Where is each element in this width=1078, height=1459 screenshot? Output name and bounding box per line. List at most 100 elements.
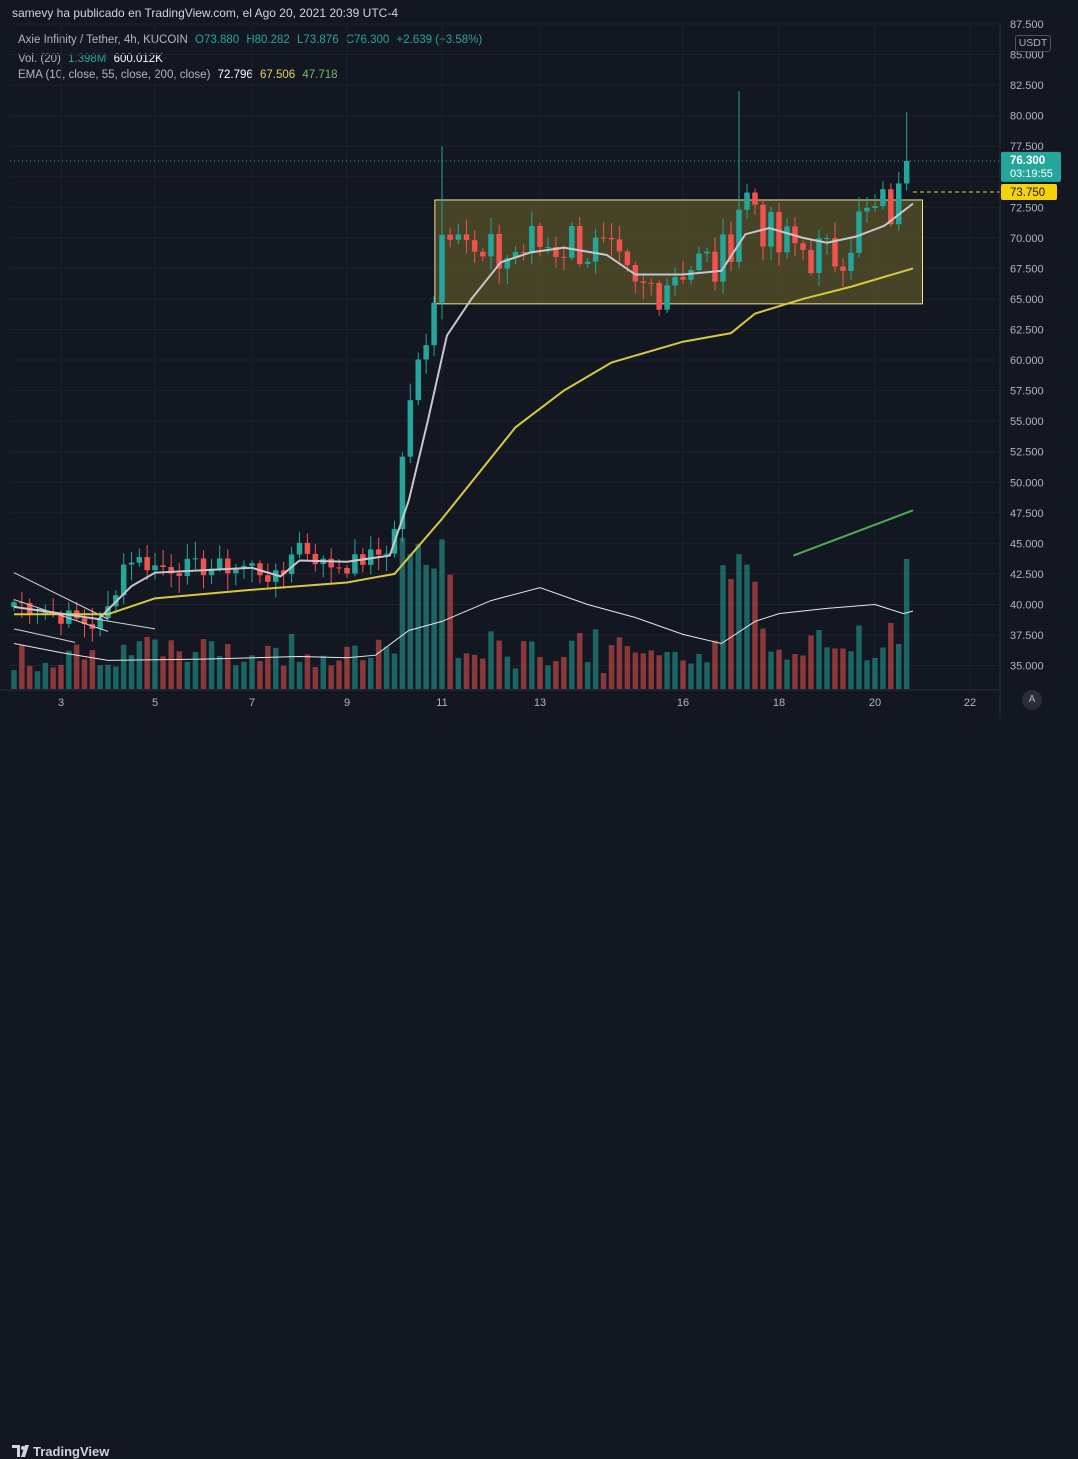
candle-body: [136, 557, 143, 563]
volume-bar: [120, 644, 127, 689]
volume-bar: [504, 656, 511, 689]
volume-bar: [512, 668, 519, 689]
candle-body: [696, 253, 702, 271]
volume-bar: [265, 645, 271, 689]
candle-body: [561, 256, 567, 258]
volume-bar: [249, 655, 255, 689]
last-price-badge: [1001, 151, 1061, 182]
volume-bar: [58, 664, 64, 689]
y-tick-label: 82.500: [1010, 80, 1044, 92]
candle-body: [352, 554, 358, 574]
volume-bar: [168, 640, 174, 689]
volume-bar: [752, 581, 758, 689]
volume-bar: [808, 635, 814, 689]
candle-body: [11, 602, 17, 608]
volume-bar: [640, 653, 647, 689]
candle-body: [872, 206, 878, 208]
candle-body: [903, 160, 910, 184]
tradingview-logo-icon: [12, 1445, 29, 1457]
symbol-legend[interactable]: Axie Infinity / Tether, 4h, KUCOIN O73.8…: [18, 34, 486, 46]
candle-body: [66, 610, 72, 624]
candle-body: [273, 570, 279, 582]
volume-bar: [720, 565, 726, 689]
candle-body: [553, 246, 559, 257]
candle-body: [776, 211, 782, 253]
candle-body: [537, 225, 543, 247]
candle-body: [160, 565, 166, 568]
volume-bar: [848, 651, 854, 689]
tradingview-logo[interactable]: TradingView: [12, 1444, 109, 1459]
candle-body: [42, 612, 49, 614]
volume-bar: [81, 659, 88, 689]
candle-body: [808, 249, 814, 273]
volume-bar: [592, 629, 599, 689]
volume-bar: [241, 661, 247, 689]
candle-body: [58, 613, 64, 624]
volume-bar: [34, 671, 41, 689]
footer: TradingView: [0, 720, 1078, 1459]
candle-body: [832, 238, 838, 267]
volume-bar: [439, 539, 445, 689]
volume-bar: [176, 651, 182, 689]
volume-bar: [872, 657, 878, 689]
volume-bar: [208, 641, 215, 689]
volume-bar: [42, 662, 49, 689]
volume-bar: [728, 579, 734, 689]
candle-body: [415, 359, 421, 401]
candle-body: [608, 237, 615, 240]
volume-bar: [192, 651, 199, 689]
x-tick-label: 16: [677, 697, 689, 709]
candle-body: [888, 189, 894, 225]
volume-bar: [480, 658, 486, 689]
ema-label[interactable]: EMA (10, close, 55, close, 200, close): [18, 69, 211, 81]
volume-bar: [632, 652, 639, 689]
candle-body: [368, 549, 374, 565]
countdown-label: 03:19:55: [1010, 168, 1053, 180]
symbol-title[interactable]: Axie Infinity / Tether, 4h, KUCOIN: [18, 34, 188, 46]
candle-body: [624, 251, 631, 265]
candle-body: [512, 252, 519, 259]
volume-bar: [520, 641, 527, 689]
ema-legend[interactable]: EMA (10, close, 55, close, 200, close) 7…: [18, 69, 342, 81]
volume-ma-value: 600.012K: [113, 53, 163, 65]
volume-bar: [600, 673, 607, 689]
price-chart[interactable]: 35.000 37.500 40.000 42.500 45.000 47.500 50.0…: [0, 0, 1078, 750]
grid: [10, 23, 1000, 690]
volume-bar: [496, 640, 502, 689]
candle-body: [447, 234, 453, 240]
volume-bar: [648, 650, 654, 689]
candle-body: [896, 183, 902, 225]
volume-bar: [832, 648, 838, 689]
x-tick-label: 13: [534, 697, 546, 709]
y-tick-label: 80.000: [1010, 111, 1044, 123]
volume-bar: [105, 664, 111, 689]
volume-bar: [760, 628, 766, 689]
currency-selector[interactable]: USDT: [1015, 35, 1051, 52]
volume-bar: [273, 647, 279, 689]
candle-body: [304, 542, 311, 554]
volume-bar: [569, 640, 575, 689]
last-price-label: 76.300: [1010, 155, 1045, 167]
volume-bar: [463, 653, 470, 689]
x-tick-label: 5: [152, 697, 158, 709]
candle-body: [471, 240, 478, 252]
volume-bar: [257, 661, 263, 689]
y-tick-label: 50.000: [1010, 477, 1044, 489]
volume-bar: [576, 633, 583, 689]
volume-bar: [903, 559, 910, 689]
volume-bar: [712, 640, 718, 689]
candle-body: [664, 285, 670, 310]
candle-body: [800, 243, 806, 250]
volume-bar: [113, 666, 119, 689]
auto-scale-button[interactable]: A: [1022, 690, 1042, 710]
volume-label[interactable]: Vol. (20): [18, 53, 61, 65]
volume-legend[interactable]: Vol. (20) 1.398M 600.012K: [18, 53, 167, 65]
candle-body: [480, 251, 486, 257]
candle-body: [520, 252, 527, 254]
candle-body: [375, 549, 382, 555]
candle-body: [225, 558, 231, 574]
volume-bar: [616, 637, 623, 689]
candle-body: [760, 204, 766, 247]
volume-bar: [352, 645, 358, 689]
candle-body: [431, 302, 437, 346]
